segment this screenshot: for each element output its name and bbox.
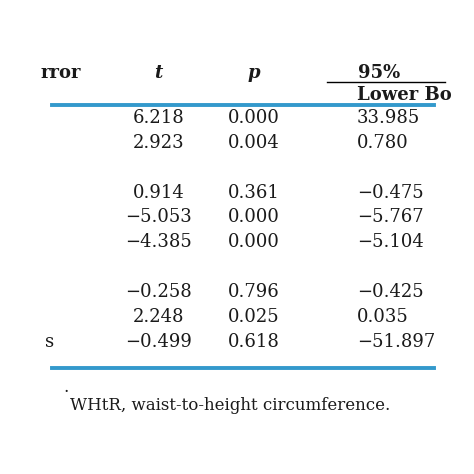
Text: −4.385: −4.385 xyxy=(125,233,192,251)
Text: −0.499: −0.499 xyxy=(125,333,192,351)
Text: −51.897: −51.897 xyxy=(357,333,435,351)
Text: 0.618: 0.618 xyxy=(228,333,280,351)
Text: 0.000: 0.000 xyxy=(228,209,280,227)
Text: 0.000: 0.000 xyxy=(228,233,280,251)
Text: rror: rror xyxy=(41,64,82,82)
Text: 0.035: 0.035 xyxy=(357,308,409,326)
Text: t: t xyxy=(154,64,163,82)
Text: s: s xyxy=(45,333,54,351)
Text: 2.248: 2.248 xyxy=(133,308,184,326)
Text: −0.258: −0.258 xyxy=(125,283,192,301)
Text: Lower Bo: Lower Bo xyxy=(357,86,452,104)
Text: 6.218: 6.218 xyxy=(133,109,184,127)
Text: −5.104: −5.104 xyxy=(357,233,424,251)
Text: 0.000: 0.000 xyxy=(228,109,280,127)
Text: .: . xyxy=(63,379,68,396)
Text: −0.475: −0.475 xyxy=(357,183,423,201)
Text: WHtR, waist-to-height circumference.: WHtR, waist-to-height circumference. xyxy=(70,397,391,414)
Text: 0.004: 0.004 xyxy=(228,134,280,152)
Text: 0.780: 0.780 xyxy=(357,134,409,152)
Text: 0.914: 0.914 xyxy=(133,183,184,201)
Text: p: p xyxy=(247,64,260,82)
Text: −5.053: −5.053 xyxy=(125,209,192,227)
Text: −5.767: −5.767 xyxy=(357,209,423,227)
Text: −0.425: −0.425 xyxy=(357,283,423,301)
Text: 33.985: 33.985 xyxy=(357,109,420,127)
Text: 0.796: 0.796 xyxy=(228,283,280,301)
Text: 2.923: 2.923 xyxy=(133,134,184,152)
Text: 0.361: 0.361 xyxy=(228,183,280,201)
Text: 0.025: 0.025 xyxy=(228,308,280,326)
Text: 95%: 95% xyxy=(358,64,400,82)
